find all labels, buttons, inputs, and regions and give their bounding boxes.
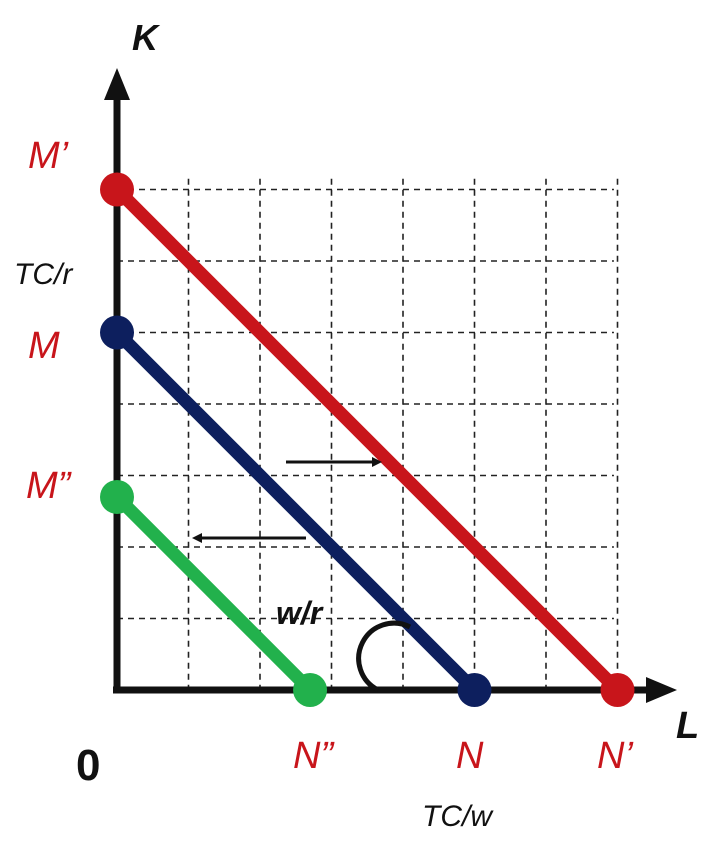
red-x-intercept-point	[600, 673, 635, 707]
n-double-prime-label: N”	[293, 735, 335, 777]
l-axis-arrowhead	[646, 677, 677, 703]
n-label: N	[456, 735, 484, 777]
m-label: M	[28, 325, 60, 367]
budget-lines	[100, 172, 635, 707]
budget-line-blue	[112, 327, 480, 695]
m-double-prime-label: M”	[26, 465, 73, 507]
slope-angle-arc	[356, 620, 412, 693]
green-x-intercept-point	[293, 673, 328, 707]
tc-r-label: TC/r	[14, 258, 73, 291]
blue-x-intercept-point	[457, 673, 492, 707]
n-prime-label: N’	[597, 735, 633, 777]
dashed-grid	[117, 178, 619, 690]
k-axis-arrowhead	[104, 68, 130, 100]
k-axis-label: K	[132, 17, 161, 58]
green-y-intercept-point	[100, 479, 134, 514]
origin-label: 0	[76, 741, 100, 790]
budget-line-green	[112, 492, 315, 695]
slope-label: w/r	[276, 595, 324, 631]
red-y-intercept-point	[100, 172, 134, 207]
l-axis-label: L	[676, 705, 699, 747]
blue-y-intercept-point	[100, 315, 134, 350]
m-prime-label: M’	[28, 135, 69, 177]
budget-line-red	[112, 184, 623, 695]
tc-w-label: TC/w	[422, 800, 494, 833]
